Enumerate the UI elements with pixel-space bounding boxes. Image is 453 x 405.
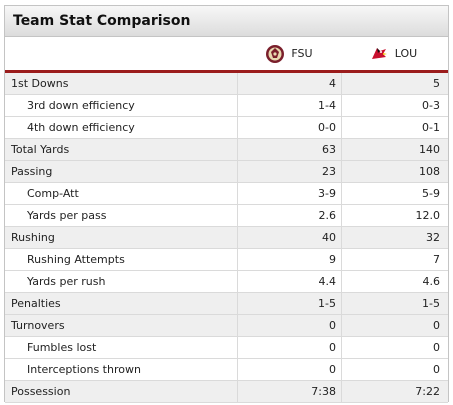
stat-label: Yards per pass	[27, 209, 107, 222]
stat-value-fsu: 1-4	[237, 95, 341, 116]
stat-label: Rushing Attempts	[27, 253, 125, 266]
team-fsu-abbr: FSU	[291, 47, 313, 60]
team-lou-header: LOU	[341, 37, 445, 70]
stat-label: Turnovers	[11, 319, 65, 332]
stat-row: Turnovers 0 0	[5, 315, 448, 337]
stat-value-lou: 32	[341, 227, 445, 248]
stat-value-fsu: 7:38	[237, 381, 341, 402]
stat-label: Yards per rush	[27, 275, 106, 288]
stat-value-fsu: 40	[237, 227, 341, 248]
stat-value-fsu: 23	[237, 161, 341, 182]
stat-value-lou: 0-1	[341, 117, 445, 138]
stat-label: 1st Downs	[11, 77, 69, 90]
panel-title: Team Stat Comparison	[5, 6, 448, 37]
stat-row: Possession 7:38 7:22	[5, 381, 448, 403]
stat-value-lou: 0	[341, 359, 445, 380]
team-header-row: FSU LOU	[5, 37, 448, 73]
stat-value-lou: 108	[341, 161, 445, 182]
stat-value-fsu: 0	[237, 359, 341, 380]
stat-row: Comp-Att 3-9 5-9	[5, 183, 448, 205]
stat-value-lou: 12.0	[341, 205, 445, 226]
stat-value-lou: 5-9	[341, 183, 445, 204]
stat-value-lou: 140	[341, 139, 445, 160]
stat-label: Comp-Att	[27, 187, 79, 200]
team-stat-comparison-panel: Team Stat Comparison FSU LOU 1st Downs 4 5…	[4, 5, 449, 403]
stat-label: Penalties	[11, 297, 61, 310]
stats-table: 1st Downs 4 5 3rd down efficiency 1-4 0-3 4th …	[5, 73, 448, 403]
stat-row: Passing 23 108	[5, 161, 448, 183]
stat-row: Yards per rush 4.4 4.6	[5, 271, 448, 293]
stat-label: Total Yards	[11, 143, 70, 156]
stat-row: 4th down efficiency 0-0 0-1	[5, 117, 448, 139]
stat-value-fsu: 4	[237, 73, 341, 94]
stat-row: 3rd down efficiency 1-4 0-3	[5, 95, 448, 117]
team-fsu-header: FSU	[237, 37, 341, 70]
stat-value-fsu: 63	[237, 139, 341, 160]
stat-value-fsu: 2.6	[237, 205, 341, 226]
stat-value-fsu: 9	[237, 249, 341, 270]
stat-value-fsu: 1-5	[237, 293, 341, 314]
louisville-cardinal-logo-icon	[371, 47, 387, 59]
stat-value-lou: 5	[341, 73, 445, 94]
stat-value-fsu: 0	[237, 315, 341, 336]
team-lou-abbr: LOU	[394, 47, 418, 60]
stat-row: Interceptions thrown 0 0	[5, 359, 448, 381]
stat-label: 4th down efficiency	[27, 121, 135, 134]
stat-value-lou: 0-3	[341, 95, 445, 116]
stat-row: Penalties 1-5 1-5	[5, 293, 448, 315]
stat-label: Fumbles lost	[27, 341, 97, 354]
stat-value-fsu: 3-9	[237, 183, 341, 204]
stat-value-lou: 0	[341, 315, 445, 336]
stat-value-fsu: 0	[237, 337, 341, 358]
stat-value-lou: 4.6	[341, 271, 445, 292]
stat-value-lou: 1-5	[341, 293, 445, 314]
stat-value-lou: 7:22	[341, 381, 445, 402]
fsu-seminole-logo-icon	[266, 44, 285, 63]
stat-row: Yards per pass 2.6 12.0	[5, 205, 448, 227]
stat-label: 3rd down efficiency	[27, 99, 135, 112]
stat-label: Interceptions thrown	[27, 363, 141, 376]
stat-row: Fumbles lost 0 0	[5, 337, 448, 359]
stat-row: Total Yards 63 140	[5, 139, 448, 161]
stat-row: Rushing 40 32	[5, 227, 448, 249]
stat-value-fsu: 4.4	[237, 271, 341, 292]
stat-value-fsu: 0-0	[237, 117, 341, 138]
stat-row: 1st Downs 4 5	[5, 73, 448, 95]
stat-row: Rushing Attempts 9 7	[5, 249, 448, 271]
stat-value-lou: 0	[341, 337, 445, 358]
stat-label: Rushing	[11, 231, 55, 244]
stat-label: Possession	[11, 385, 71, 398]
stat-value-lou: 7	[341, 249, 445, 270]
stat-label: Passing	[11, 165, 53, 178]
